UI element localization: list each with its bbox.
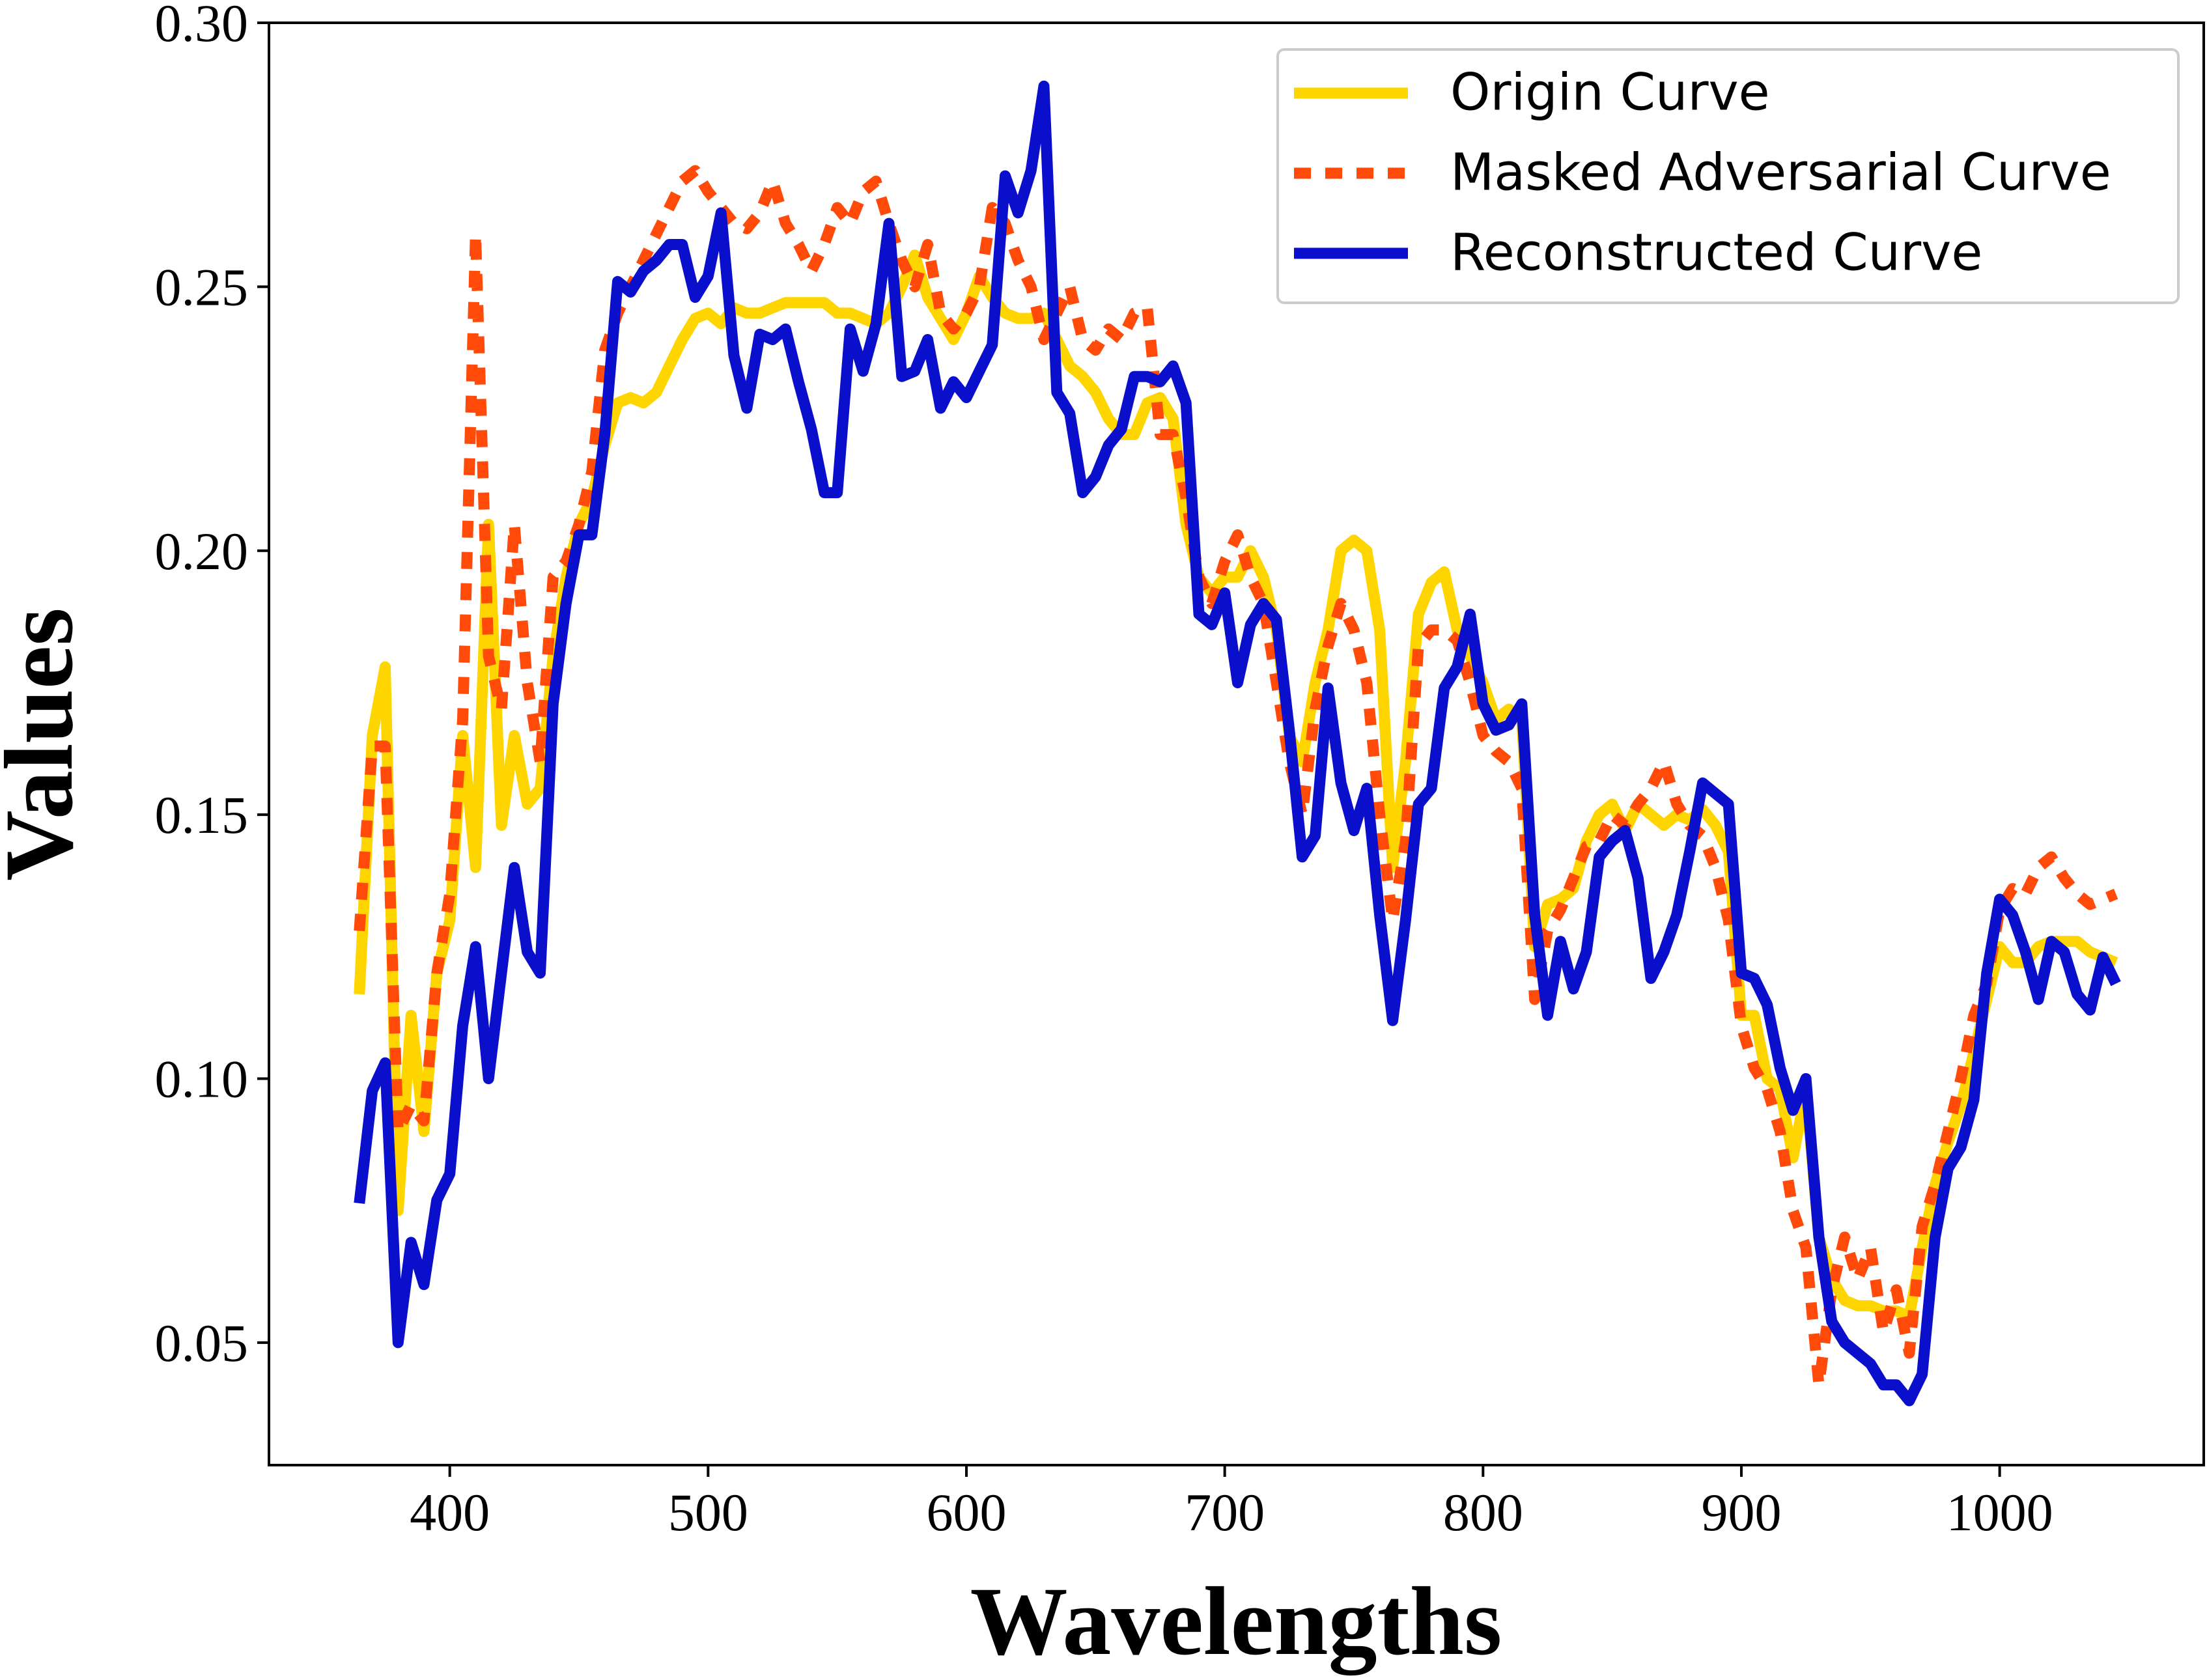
legend-label: Reconstructed Curve [1450,223,1982,282]
series-line [354,80,2121,1407]
x-tick-label: 800 [1443,1483,1523,1542]
legend-label: Masked Adversarial Curve [1450,143,2111,202]
y-tick-label: 0.30 [155,0,249,53]
x-axis-label: Wavelengths [970,1567,1502,1675]
y-tick-label: 0.25 [155,257,249,316]
legend-box [1276,48,2180,304]
y-tick-label: 0.05 [155,1313,249,1373]
x-tick-label: 700 [1185,1483,1265,1542]
y-tick-label: 0.20 [155,522,249,581]
x-tick-label: 1000 [1947,1483,2053,1542]
y-tick-label: 0.15 [155,785,249,845]
series-line [354,165,2118,1391]
x-tick-label: 400 [410,1483,490,1542]
y-tick-label: 0.10 [155,1050,249,1109]
x-tick-label: 500 [668,1483,748,1542]
y-axis-label: Values [0,608,93,881]
plot-frame [268,21,2205,1466]
legend-label: Origin Curve [1450,63,1770,122]
x-tick-label: 600 [926,1483,1006,1542]
x-tick-label: 900 [1701,1483,1781,1542]
series-line [354,249,2118,1322]
